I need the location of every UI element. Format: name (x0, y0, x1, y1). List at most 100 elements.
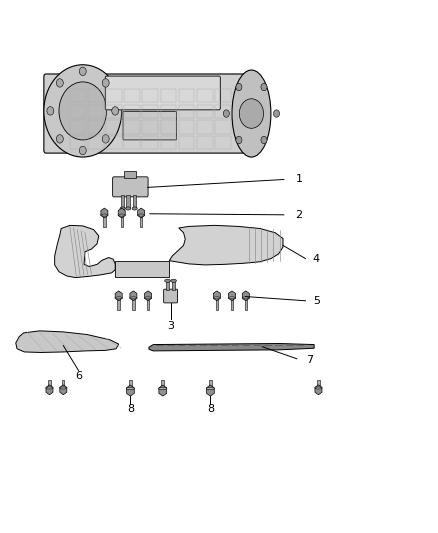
Circle shape (57, 79, 64, 87)
Ellipse shape (145, 297, 152, 299)
Bar (70, 120, 85, 134)
Circle shape (236, 136, 242, 144)
Polygon shape (46, 385, 53, 395)
Ellipse shape (115, 297, 122, 299)
Bar (132, 298, 134, 310)
FancyBboxPatch shape (164, 289, 177, 303)
Polygon shape (315, 385, 322, 395)
Ellipse shape (159, 387, 167, 390)
Ellipse shape (130, 297, 137, 299)
Ellipse shape (118, 214, 125, 216)
Text: 5: 5 (313, 296, 320, 306)
Polygon shape (149, 343, 314, 351)
FancyBboxPatch shape (44, 74, 247, 153)
Bar (140, 215, 142, 227)
Ellipse shape (171, 279, 177, 282)
Bar (142, 89, 158, 102)
Ellipse shape (232, 70, 271, 157)
Bar (147, 298, 149, 310)
Bar (88, 136, 103, 149)
Bar (162, 380, 164, 393)
Bar (70, 136, 85, 149)
Bar (88, 104, 103, 118)
Bar (215, 298, 218, 310)
Bar (48, 381, 51, 392)
Ellipse shape (165, 279, 170, 282)
Bar (124, 136, 140, 149)
Bar (317, 381, 320, 392)
Bar (142, 104, 158, 118)
Ellipse shape (138, 214, 145, 216)
Bar (161, 136, 176, 149)
Bar (115, 261, 169, 277)
Bar (120, 215, 123, 227)
Bar (106, 136, 122, 149)
Polygon shape (145, 291, 152, 301)
Text: 1: 1 (296, 174, 303, 184)
Bar (245, 298, 247, 310)
Bar (142, 120, 158, 134)
Circle shape (239, 99, 264, 128)
Circle shape (261, 83, 267, 91)
Bar (103, 215, 106, 227)
Bar (106, 89, 122, 102)
Bar (197, 136, 212, 149)
FancyBboxPatch shape (105, 76, 220, 110)
Ellipse shape (126, 387, 134, 390)
Bar (179, 136, 194, 149)
Bar (209, 380, 212, 393)
Bar (121, 195, 124, 208)
Bar (127, 195, 130, 208)
Bar (215, 136, 231, 149)
Bar (161, 89, 176, 102)
Circle shape (261, 136, 267, 144)
Circle shape (112, 107, 119, 115)
Bar (124, 171, 136, 179)
Text: 3: 3 (167, 320, 174, 330)
Ellipse shape (132, 207, 137, 210)
Polygon shape (159, 385, 167, 396)
Circle shape (79, 146, 86, 155)
Ellipse shape (228, 297, 236, 299)
Ellipse shape (315, 387, 322, 389)
Circle shape (236, 83, 242, 91)
FancyBboxPatch shape (123, 111, 177, 140)
Polygon shape (60, 385, 67, 395)
Bar (117, 298, 120, 310)
Ellipse shape (101, 214, 108, 216)
Polygon shape (130, 291, 137, 301)
Bar (133, 195, 136, 208)
Bar (70, 89, 85, 102)
Bar (124, 89, 140, 102)
Ellipse shape (242, 297, 250, 299)
Circle shape (273, 110, 279, 117)
Polygon shape (229, 291, 236, 301)
Text: 2: 2 (296, 210, 303, 220)
Polygon shape (118, 208, 125, 218)
Ellipse shape (60, 387, 67, 389)
Bar (129, 380, 132, 393)
Circle shape (102, 79, 109, 87)
Bar (106, 120, 122, 134)
Bar (88, 120, 103, 134)
Bar (215, 89, 231, 102)
Text: 4: 4 (313, 254, 320, 264)
Bar (215, 104, 231, 118)
FancyBboxPatch shape (113, 177, 148, 197)
Bar (142, 136, 158, 149)
Circle shape (79, 67, 86, 76)
Bar (215, 120, 231, 134)
Bar (106, 104, 122, 118)
Polygon shape (55, 225, 115, 278)
Ellipse shape (213, 297, 220, 299)
Bar (197, 104, 212, 118)
Polygon shape (213, 291, 220, 301)
Bar (231, 298, 233, 310)
Polygon shape (127, 385, 134, 396)
Ellipse shape (120, 207, 125, 210)
Bar (161, 120, 176, 134)
Text: 7: 7 (306, 356, 313, 366)
Bar (197, 89, 212, 102)
Bar (70, 104, 85, 118)
Polygon shape (101, 208, 108, 218)
